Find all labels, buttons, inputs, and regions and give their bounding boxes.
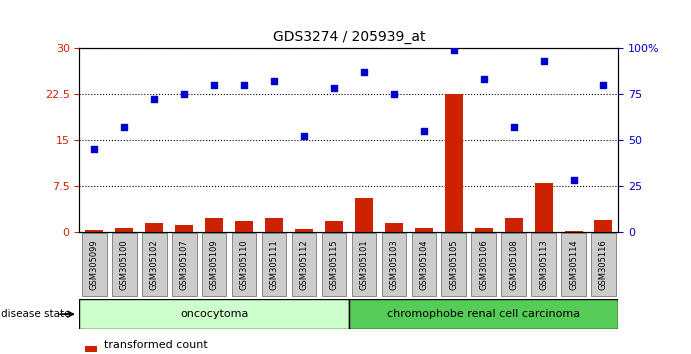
- Point: [269, 78, 280, 84]
- Bar: [385, 223, 403, 232]
- Point: [478, 76, 489, 82]
- FancyBboxPatch shape: [412, 233, 436, 296]
- Text: GSM305111: GSM305111: [269, 240, 278, 290]
- FancyBboxPatch shape: [262, 233, 286, 296]
- FancyBboxPatch shape: [292, 233, 316, 296]
- Text: GSM305099: GSM305099: [90, 240, 99, 290]
- FancyBboxPatch shape: [322, 233, 346, 296]
- Bar: [176, 224, 193, 232]
- Point: [448, 47, 460, 52]
- Bar: [205, 218, 223, 232]
- Text: GSM305106: GSM305106: [479, 240, 489, 291]
- Text: GSM305105: GSM305105: [449, 240, 458, 290]
- Bar: [265, 218, 283, 232]
- Bar: [504, 218, 522, 232]
- FancyBboxPatch shape: [352, 233, 376, 296]
- FancyBboxPatch shape: [112, 233, 137, 296]
- FancyBboxPatch shape: [232, 233, 256, 296]
- Text: chromophobe renal cell carcinoma: chromophobe renal cell carcinoma: [387, 309, 580, 319]
- Text: GSM305108: GSM305108: [509, 240, 518, 291]
- FancyBboxPatch shape: [79, 299, 349, 329]
- FancyBboxPatch shape: [142, 233, 167, 296]
- Bar: [235, 221, 253, 232]
- Text: disease state: disease state: [1, 309, 71, 319]
- Text: oncocytoma: oncocytoma: [180, 309, 248, 319]
- FancyBboxPatch shape: [349, 299, 618, 329]
- Point: [568, 177, 579, 183]
- Point: [209, 82, 220, 87]
- FancyBboxPatch shape: [381, 233, 406, 296]
- FancyBboxPatch shape: [471, 233, 496, 296]
- Bar: [145, 223, 163, 232]
- Point: [538, 58, 549, 63]
- Text: transformed count: transformed count: [104, 340, 207, 350]
- Text: GSM305115: GSM305115: [330, 240, 339, 290]
- Text: GSM305101: GSM305101: [359, 240, 368, 290]
- Point: [119, 124, 130, 130]
- Bar: [295, 229, 313, 232]
- FancyBboxPatch shape: [502, 233, 526, 296]
- Text: GSM305104: GSM305104: [419, 240, 428, 290]
- Bar: [475, 228, 493, 232]
- Text: GSM305107: GSM305107: [180, 240, 189, 291]
- Point: [508, 124, 519, 130]
- Point: [89, 146, 100, 152]
- Bar: [594, 219, 612, 232]
- Point: [238, 82, 249, 87]
- Point: [179, 91, 190, 97]
- FancyBboxPatch shape: [82, 233, 106, 296]
- Point: [359, 69, 370, 75]
- Point: [598, 82, 609, 87]
- Text: GSM305100: GSM305100: [120, 240, 129, 290]
- Point: [149, 97, 160, 102]
- Bar: [415, 228, 433, 232]
- Text: GSM305114: GSM305114: [569, 240, 578, 290]
- Text: GSM305109: GSM305109: [209, 240, 219, 290]
- Bar: [535, 183, 553, 232]
- FancyBboxPatch shape: [442, 233, 466, 296]
- Bar: [85, 346, 97, 352]
- Point: [328, 85, 339, 91]
- Bar: [115, 228, 133, 232]
- FancyBboxPatch shape: [172, 233, 196, 296]
- FancyBboxPatch shape: [202, 233, 227, 296]
- Text: GSM305102: GSM305102: [150, 240, 159, 290]
- Bar: [565, 231, 583, 232]
- Point: [388, 91, 399, 97]
- Text: GSM305113: GSM305113: [539, 240, 548, 291]
- Text: GSM305112: GSM305112: [299, 240, 309, 290]
- Point: [418, 128, 429, 133]
- Bar: [355, 198, 373, 232]
- Text: GSM305110: GSM305110: [240, 240, 249, 290]
- Bar: [86, 230, 104, 232]
- Title: GDS3274 / 205939_at: GDS3274 / 205939_at: [273, 30, 425, 44]
- FancyBboxPatch shape: [561, 233, 586, 296]
- Bar: [445, 94, 463, 232]
- Point: [299, 133, 310, 139]
- FancyBboxPatch shape: [531, 233, 556, 296]
- Text: GSM305116: GSM305116: [599, 240, 608, 291]
- Bar: [325, 222, 343, 232]
- FancyBboxPatch shape: [591, 233, 616, 296]
- Text: GSM305103: GSM305103: [389, 240, 399, 291]
